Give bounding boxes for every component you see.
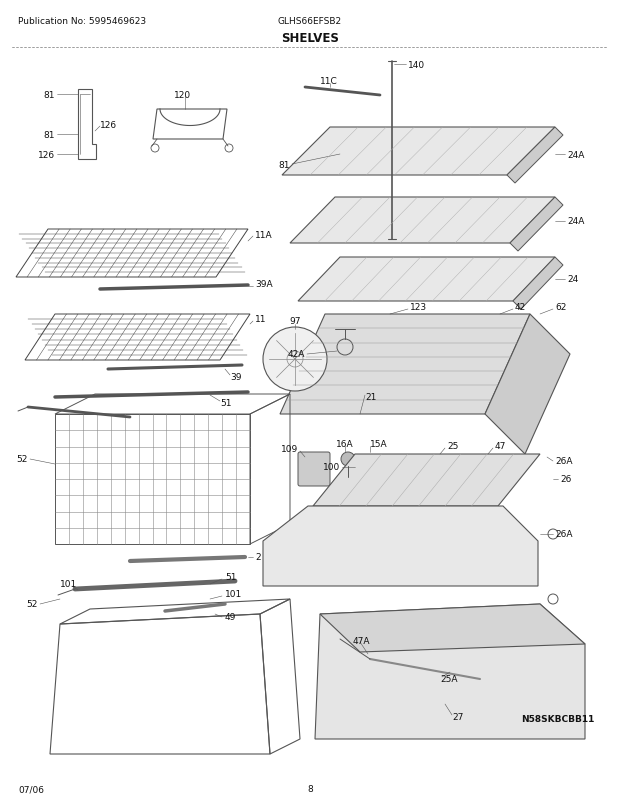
Text: 52: 52	[27, 600, 38, 609]
Text: 15A: 15A	[370, 440, 388, 449]
Polygon shape	[507, 128, 563, 184]
Polygon shape	[290, 198, 555, 244]
Text: 42A: 42A	[288, 350, 305, 359]
Text: 101: 101	[225, 589, 242, 599]
Text: 62: 62	[555, 303, 567, 312]
Text: 100: 100	[323, 463, 340, 472]
Text: 16A: 16A	[336, 440, 354, 449]
Text: 25: 25	[447, 442, 458, 451]
Text: 126: 126	[38, 150, 55, 160]
Text: 27: 27	[452, 713, 463, 722]
Text: 52: 52	[17, 455, 28, 464]
Text: 11A: 11A	[255, 230, 273, 239]
Text: GLHS66EFSB2: GLHS66EFSB2	[278, 18, 342, 26]
Circle shape	[263, 327, 327, 391]
Text: 24A: 24A	[567, 217, 585, 226]
Polygon shape	[298, 257, 555, 302]
Text: 39: 39	[230, 373, 242, 382]
FancyBboxPatch shape	[298, 452, 330, 486]
Circle shape	[341, 452, 355, 467]
Polygon shape	[315, 604, 585, 739]
Text: 81: 81	[278, 160, 290, 169]
Text: Publication No: 5995469623: Publication No: 5995469623	[18, 18, 146, 26]
Text: 140: 140	[408, 60, 425, 70]
Polygon shape	[510, 198, 563, 252]
Text: SHELVES: SHELVES	[281, 31, 339, 44]
Text: 51: 51	[225, 573, 236, 581]
Text: 24: 24	[567, 275, 578, 284]
Polygon shape	[263, 506, 538, 586]
Text: 49: 49	[225, 613, 236, 622]
Polygon shape	[313, 455, 540, 506]
Text: 21: 21	[365, 393, 376, 402]
Text: 126: 126	[100, 120, 117, 129]
Polygon shape	[513, 257, 563, 310]
Text: 42: 42	[515, 303, 526, 312]
Text: 97: 97	[290, 317, 301, 326]
Text: 101: 101	[60, 580, 78, 589]
Text: 07/06: 07/06	[18, 784, 44, 793]
Text: 26A: 26A	[555, 530, 572, 539]
Text: 81: 81	[43, 91, 55, 99]
Text: 26: 26	[560, 475, 572, 484]
Text: 47: 47	[495, 442, 507, 451]
Text: 47A: 47A	[353, 637, 371, 646]
Text: 109: 109	[281, 445, 298, 454]
Text: 25A: 25A	[440, 674, 458, 683]
Text: 123: 123	[410, 303, 427, 312]
Polygon shape	[485, 314, 570, 455]
Text: 8: 8	[307, 784, 313, 793]
Text: 39A: 39A	[255, 280, 273, 290]
Polygon shape	[282, 128, 555, 176]
Text: 120: 120	[174, 91, 192, 99]
Text: N58SKBCBB11: N58SKBCBB11	[521, 715, 595, 723]
Text: 2: 2	[255, 553, 260, 561]
Text: 81: 81	[43, 131, 55, 140]
Text: 26A: 26A	[555, 457, 572, 466]
Text: 51: 51	[220, 399, 231, 408]
Text: 11: 11	[255, 315, 267, 324]
Polygon shape	[320, 604, 585, 652]
Polygon shape	[280, 314, 530, 415]
Text: 11C: 11C	[320, 78, 338, 87]
Text: 24A: 24A	[567, 150, 585, 160]
